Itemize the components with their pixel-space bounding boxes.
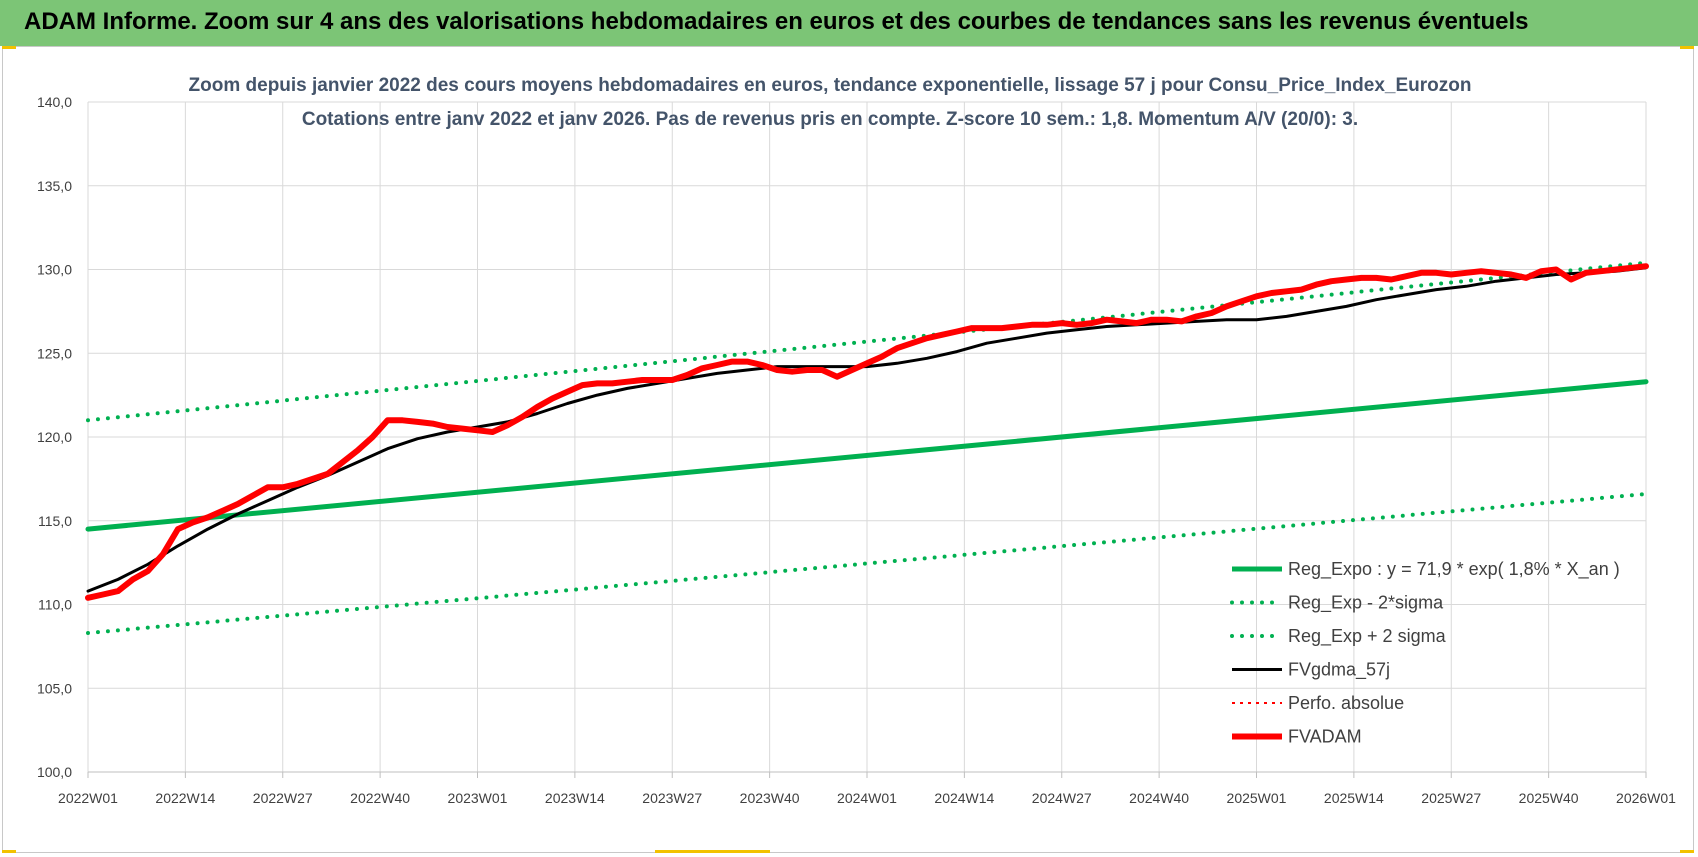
y-tick-label: 125,0 — [37, 345, 72, 361]
y-tick-label: 105,0 — [37, 680, 72, 696]
legend-item: Perfo. absolue — [1232, 693, 1404, 713]
corner-handle-bottom-right — [1680, 850, 1694, 853]
x-tick-label: 2023W01 — [448, 790, 508, 806]
legend-label: Reg_Exp + 2 sigma — [1288, 626, 1447, 647]
x-tick-label: 2023W14 — [545, 790, 605, 806]
corner-handle-top-left — [2, 46, 16, 49]
legend: Reg_Expo : y = 71,9 * exp( 1,8% * X_an )… — [1230, 559, 1620, 747]
chart-area-border — [2, 46, 1694, 853]
corner-handle-bottom-left — [2, 850, 16, 853]
y-tick-label: 135,0 — [37, 178, 72, 194]
title-banner: ADAM Informe. Zoom sur 4 ans des valoris… — [0, 0, 1698, 46]
legend-item: Reg_Exp - 2*sigma — [1230, 593, 1444, 614]
series-line-3 — [86, 266, 1648, 593]
y-tick-label: 100,0 — [37, 764, 72, 780]
legend-label: Perfo. absolue — [1288, 693, 1404, 713]
legend-label: Reg_Exp - 2*sigma — [1288, 593, 1444, 614]
legend-label: FVADAM — [1288, 727, 1362, 747]
x-tick-label: 2024W27 — [1032, 790, 1092, 806]
y-tick-label: 115,0 — [38, 513, 72, 529]
chart-title-line-2: Cotations entre janv 2022 et janv 2026. … — [302, 109, 1358, 130]
legend-item: Reg_Expo : y = 71,9 * exp( 1,8% * X_an ) — [1232, 559, 1620, 580]
legend-label: Reg_Expo : y = 71,9 * exp( 1,8% * X_an ) — [1288, 559, 1620, 580]
legend-item: Reg_Exp + 2 sigma — [1230, 626, 1447, 647]
legend-label: FVgdma_57j — [1288, 660, 1390, 681]
x-tick-label: 2023W27 — [642, 790, 702, 806]
series-line-2 — [86, 260, 1648, 423]
x-tick-label: 2023W40 — [740, 790, 800, 806]
corner-handle-top-right — [1680, 46, 1694, 49]
x-tick-label: 2025W40 — [1519, 790, 1579, 806]
y-tick-label: 120,0 — [37, 429, 72, 445]
series-line-0 — [85, 379, 1649, 532]
series-lines — [85, 260, 1649, 635]
series-line-1 — [86, 492, 1648, 635]
series-line-5 — [85, 263, 1649, 601]
x-tick-label: 2025W27 — [1421, 790, 1481, 806]
x-tick-label: 2025W01 — [1227, 790, 1287, 806]
x-tick-label: 2026W01 — [1616, 790, 1676, 806]
y-tick-label: 140,0 — [37, 94, 72, 110]
axis-ticks: 100,0 105,0 110,0 115,0 120,0 125,0 130,0 135,0… — [37, 94, 1676, 806]
x-tick-label: 2024W40 — [1129, 790, 1189, 806]
y-tick-label: 110,0 — [38, 597, 72, 613]
y-tick-label: 130,0 — [37, 262, 72, 278]
x-tick-label: 2022W40 — [350, 790, 410, 806]
x-tick-label: 2022W14 — [155, 790, 215, 806]
x-tick-label: 2022W01 — [58, 790, 118, 806]
x-tick-label: 2024W01 — [837, 790, 897, 806]
bottom-handle — [655, 850, 770, 853]
banner-title: ADAM Informe. Zoom sur 4 ans des valoris… — [24, 8, 1529, 35]
x-tick-label: 2025W14 — [1324, 790, 1384, 806]
x-tick-label: 2022W27 — [253, 790, 313, 806]
chart-title-line-1: Zoom depuis janvier 2022 des cours moyen… — [189, 75, 1472, 96]
legend-item: FVADAM — [1232, 727, 1362, 747]
x-tick-label: 2024W14 — [934, 790, 994, 806]
grid-lines — [87, 101, 1647, 778]
legend-item: FVgdma_57j — [1232, 660, 1390, 681]
